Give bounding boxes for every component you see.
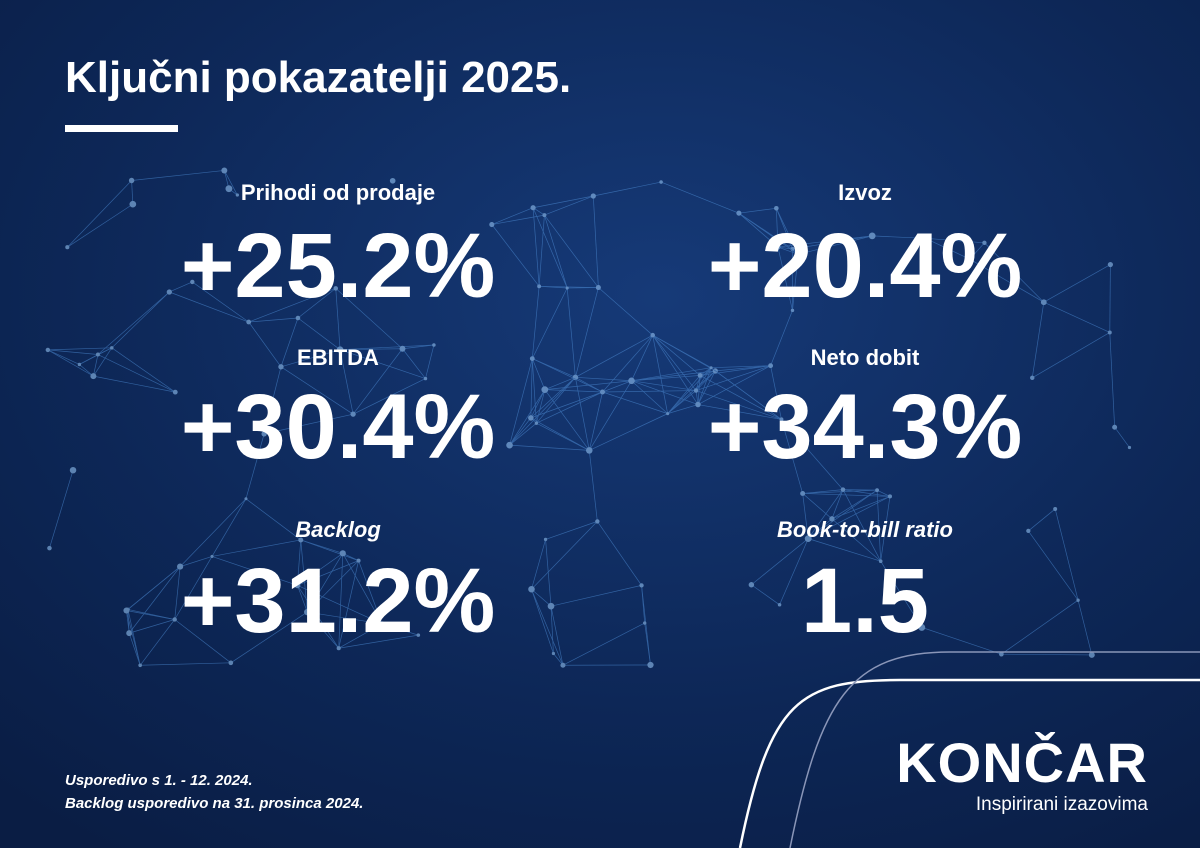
metric-label: Book-to-bill ratio [777,517,953,542]
metric-label: Prihodi od prodaje [241,180,435,205]
network-node [221,167,227,173]
brand-logo: KONČAR [896,731,1148,794]
network-node [596,285,601,290]
network-node [506,442,513,449]
metric-value: +30.4% [181,376,496,478]
network-node [710,366,713,369]
network-node [841,487,846,492]
network-node [70,467,76,473]
title: Ključni pokazatelji 2025. [65,53,571,102]
network-node [530,356,535,361]
network-node [65,245,69,249]
network-node [1108,262,1113,267]
network-node [586,447,593,454]
network-node [246,320,251,325]
metric-label: EBITDA [297,345,379,370]
network-node [78,363,81,366]
network-node [595,519,599,523]
network-node [1076,599,1079,602]
network-node [90,373,96,379]
network-node [768,363,773,368]
network-node [129,178,134,183]
network-node [535,422,538,425]
network-node [110,346,113,349]
network-node [432,343,436,347]
network-node [400,346,406,352]
network-node [1041,299,1047,305]
metric-value: +20.4% [708,215,1023,317]
network-node [548,603,555,610]
network-node [1112,425,1117,430]
network-node [138,663,142,667]
network-node [46,348,50,352]
metric-label: Backlog [295,517,381,542]
footnote: Backlog usporedivo na 31. prosinca 2024. [65,795,363,812]
network-node [1026,529,1030,533]
network-node [531,205,536,210]
network-node [666,412,669,415]
network-node [544,538,547,541]
network-node [229,660,234,665]
network-node [129,201,136,208]
network-node [542,213,546,217]
network-node [659,180,663,184]
network-node [774,206,779,211]
network-node [244,497,247,500]
network-node [639,583,643,587]
network-node [647,662,653,668]
network-node [800,491,805,496]
network-node [173,617,177,621]
network-node [528,415,534,421]
network-node [650,333,655,338]
network-node [695,402,700,407]
network-node [560,663,565,668]
network-node [1128,446,1131,449]
network-node [875,488,879,492]
network-node [47,546,52,551]
network-node [888,494,892,498]
network-node [628,378,635,385]
network-node [566,286,569,289]
network-node [600,390,605,395]
network-node [173,390,178,395]
network-node [749,582,754,587]
network-node [528,586,535,593]
network-node [778,603,782,607]
title-underline [65,125,178,132]
network-node [96,353,100,357]
brand-tagline: Inspirirani izazovima [976,794,1149,815]
network-node [1108,331,1112,335]
network-node [694,388,698,392]
network-node [591,193,596,198]
network-node [123,608,129,614]
network-node [552,652,555,655]
network-node [643,621,646,624]
metric-label: Izvoz [838,180,892,205]
network-node [167,289,172,294]
metric-value: 1.5 [801,550,929,652]
network-node [1089,652,1095,658]
metric-value: +31.2% [181,550,496,652]
network-node [537,284,541,288]
network-node [541,386,548,393]
network-node [225,185,232,192]
network-node [236,193,239,196]
network-node [1030,376,1034,380]
metric-value: +25.2% [181,215,496,317]
metric-value: +34.3% [708,376,1023,478]
footnote: Usporedivo s 1. - 12. 2024. [65,772,253,789]
network-node [278,364,283,369]
network-node [1053,507,1057,511]
metric-label: Neto dobit [811,345,920,370]
